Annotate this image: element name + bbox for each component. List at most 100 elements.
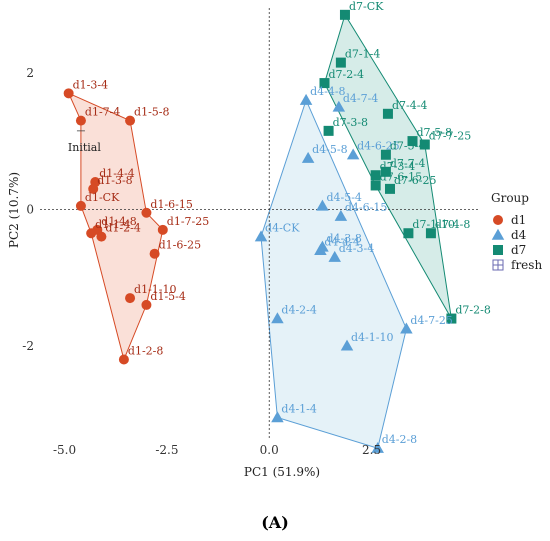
point-d7-6-25 [384, 183, 395, 194]
label-d4-4-4: d4-4-4 [324, 235, 359, 248]
point-labels: d1-3-4 d1-7-4 d1-5-8 d1-4-4d1-3-8 d1-CK d1-6-… [68, 0, 491, 446]
label-d7-5-8: d7-5-8 [417, 126, 452, 139]
legend-key-d4 [491, 228, 505, 240]
label-d7-7-4: d7-7-4 [390, 157, 425, 170]
legend-key-d1 [493, 215, 503, 225]
x-tick-label: -2.5 [155, 443, 178, 457]
point-d7-3-4 [370, 170, 381, 181]
label-d4-5-4: d4-5-4 [326, 191, 361, 204]
label-d7-5-4: d7-5-4 [390, 140, 425, 153]
label-d4-3-8: d4-3-8 [326, 232, 361, 245]
group-hulls [67, 13, 452, 449]
label-d1-3-4: d1-3-4 [73, 78, 108, 91]
point-d4-2-4 [271, 312, 284, 324]
label-d4-5-8: d4-5-8 [312, 143, 347, 156]
label-d4-2-4: d4-2-4 [281, 304, 316, 317]
x-axis-title: PC1 (51.9%) [244, 465, 320, 479]
data-points [63, 9, 457, 453]
legend-label-d1: d1 [511, 213, 526, 227]
point-d7-5-8 [407, 136, 418, 147]
label-d7-CK: d7-CK [349, 0, 384, 13]
point-d1-3-4 [63, 88, 74, 99]
label-d4-4-8: d4-4-8 [310, 85, 345, 98]
x-tick-label: 2.5 [362, 443, 381, 457]
label-d7-7-25: d7-7-25 [429, 130, 471, 143]
point-d1-6-25 [149, 248, 160, 259]
label-d1-5-4: d1-5-4 [150, 290, 185, 303]
label-d1-5-8: d1-5-8 [134, 106, 169, 119]
legend-label-d7: d7 [511, 243, 526, 257]
point-d1-2-4 [96, 231, 107, 242]
point-d4-7-25 [400, 322, 413, 334]
label-d7-4-8: d7-4-8 [435, 218, 470, 231]
label-d4-3-4: d4-3-4 [339, 242, 374, 255]
point-d4-7-4 [332, 100, 346, 112]
label-d7-1-4: d7-1-4 [345, 48, 380, 61]
y-tick-label: 0 [26, 202, 34, 216]
point-d4-6-25 [346, 148, 360, 160]
zero-reference-lines [40, 8, 478, 438]
label-d7-3-8: d7-3-8 [333, 116, 368, 129]
label-d7-6-15: d7-6-15 [380, 170, 422, 183]
point-d4-4-4 [314, 244, 327, 255]
label-d1-1-10: d1-1-10 [134, 283, 176, 296]
point-d7-5-4 [380, 149, 391, 160]
label-d7-1-10: d7-1-10 [412, 218, 454, 231]
point-d7-2-4 [319, 78, 330, 89]
label-d7-2-8: d7-2-8 [455, 304, 490, 317]
legend-label-fresh: fresh [511, 258, 542, 272]
point-d4-CK [254, 230, 268, 242]
label-d4-7-25: d4-7-25 [410, 314, 452, 327]
label-d1-7-25: d1-7-25 [167, 215, 209, 228]
point-d1-7-25 [157, 224, 168, 235]
label-d1-2-8: d1-2-8 [128, 345, 163, 358]
label-d4-1-10: d4-1-10 [351, 331, 393, 344]
legend-title: Group [491, 191, 529, 205]
point-d1-6-15 [141, 207, 152, 218]
label-fresh-initial: Initial [68, 141, 101, 154]
point-d7-CK [339, 9, 350, 20]
point-d4-1-10 [340, 339, 354, 351]
point-d4-2-8 [371, 441, 384, 453]
label-d1-2-4: d1-2-4 [105, 222, 140, 235]
y-tick-label: -2 [22, 339, 34, 353]
label-d7-3-4: d7-3-4 [380, 160, 415, 173]
point-d4-3-4 [328, 250, 341, 262]
label-d1-6-15: d1-6-15 [150, 198, 192, 211]
label-d4-7-4: d4-7-4 [343, 92, 378, 105]
point-d1-1-10 [125, 293, 136, 304]
legend-key-d7 [493, 245, 503, 255]
label-d4-CK: d4-CK [265, 222, 300, 235]
x-tick-label: -5.0 [53, 443, 76, 457]
label-d4-1-4: d4-1-4 [281, 403, 316, 416]
x-tick-label: 0.0 [260, 443, 279, 457]
point-d1-7-4 [75, 115, 86, 126]
label-d1-7-4: d1-7-4 [85, 106, 120, 119]
label-d1-CK: d1-CK [85, 191, 120, 204]
point-d4-1-4 [271, 411, 284, 423]
label-d7-4-4: d7-4-4 [392, 99, 427, 112]
label-d7-2-4: d7-2-4 [328, 68, 363, 81]
point-d4-5-4 [316, 199, 329, 211]
label-d1-3-8: d1-3-8 [97, 174, 132, 187]
label-d4-6-25: d4-6-25 [357, 140, 399, 153]
point-d7-7-4 [380, 166, 391, 177]
point-d1-2-8 [118, 354, 129, 365]
point-d7-7-25 [419, 139, 430, 150]
axes: PC1 (51.9%) PC2 (10.7%) (A) -5.0 -2.5 0.0 2… [7, 66, 381, 532]
legend-label-d4: d4 [511, 228, 527, 242]
label-d1-1-4: d1-1-4 [95, 218, 130, 231]
y-tick-label: 2 [26, 66, 34, 80]
label-d1-4-8: d1-4-8 [101, 215, 136, 228]
legend-key-fresh [492, 259, 504, 271]
hull-d7 [323, 13, 452, 319]
point-d1-3-8 [88, 183, 99, 194]
point-d7-3-8 [323, 125, 334, 136]
label-d4-6-15: d4-6-15 [345, 201, 387, 214]
point-d1-5-4 [141, 299, 152, 310]
panel-label: (A) [261, 513, 289, 532]
point-d7-4-4 [382, 108, 393, 119]
hull-d1 [67, 92, 164, 362]
